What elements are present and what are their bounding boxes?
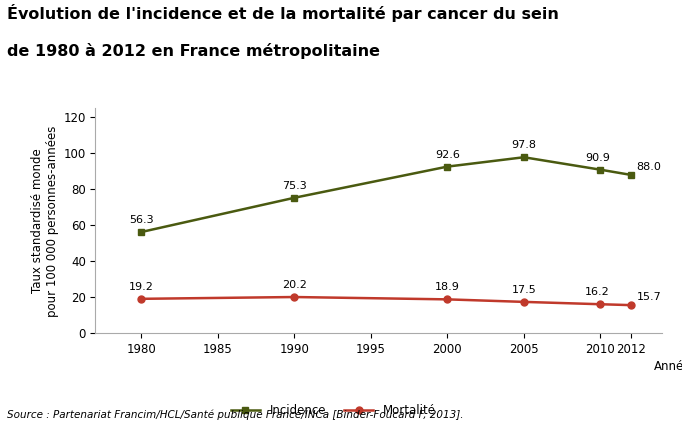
- Text: 20.2: 20.2: [282, 280, 307, 290]
- Mortalité: [627, 303, 635, 308]
- Y-axis label: Taux standardisé monde
pour 100 000 personnes-années: Taux standardisé monde pour 100 000 pers…: [31, 125, 59, 317]
- Mortalité: [137, 296, 145, 301]
- Text: 97.8: 97.8: [512, 140, 536, 150]
- Text: 75.3: 75.3: [282, 181, 307, 191]
- Text: 92.6: 92.6: [435, 150, 460, 160]
- Text: 19.2: 19.2: [129, 282, 154, 292]
- Text: 88.0: 88.0: [636, 162, 662, 172]
- Text: 15.7: 15.7: [636, 292, 662, 302]
- Incidence: [137, 229, 145, 235]
- Mortalité: [596, 302, 604, 307]
- Text: de 1980 à 2012 en France métropolitaine: de 1980 à 2012 en France métropolitaine: [7, 43, 380, 59]
- Incidence: [627, 172, 635, 178]
- Mortalité: [520, 299, 528, 304]
- Incidence: [520, 155, 528, 160]
- Text: 56.3: 56.3: [129, 215, 153, 225]
- Line: Mortalité: Mortalité: [138, 294, 634, 309]
- Text: 17.5: 17.5: [512, 285, 536, 295]
- Line: Incidence: Incidence: [138, 154, 634, 236]
- Legend: Incidence, Mortalité: Incidence, Mortalité: [226, 400, 441, 422]
- Incidence: [443, 164, 451, 169]
- Text: Source : Partenariat Francim/HCL/Santé publique France/INCa [Binder-Foucard F, 2: Source : Partenariat Francim/HCL/Santé p…: [7, 410, 463, 420]
- Text: 16.2: 16.2: [585, 287, 610, 297]
- X-axis label: Année: Année: [654, 360, 682, 373]
- Text: 18.9: 18.9: [435, 282, 460, 292]
- Text: 90.9: 90.9: [585, 153, 610, 163]
- Text: Évolution de l'incidence et de la mortalité par cancer du sein: Évolution de l'incidence et de la mortal…: [7, 4, 559, 23]
- Incidence: [291, 195, 299, 200]
- Mortalité: [291, 294, 299, 300]
- Incidence: [596, 167, 604, 172]
- Mortalité: [443, 297, 451, 302]
